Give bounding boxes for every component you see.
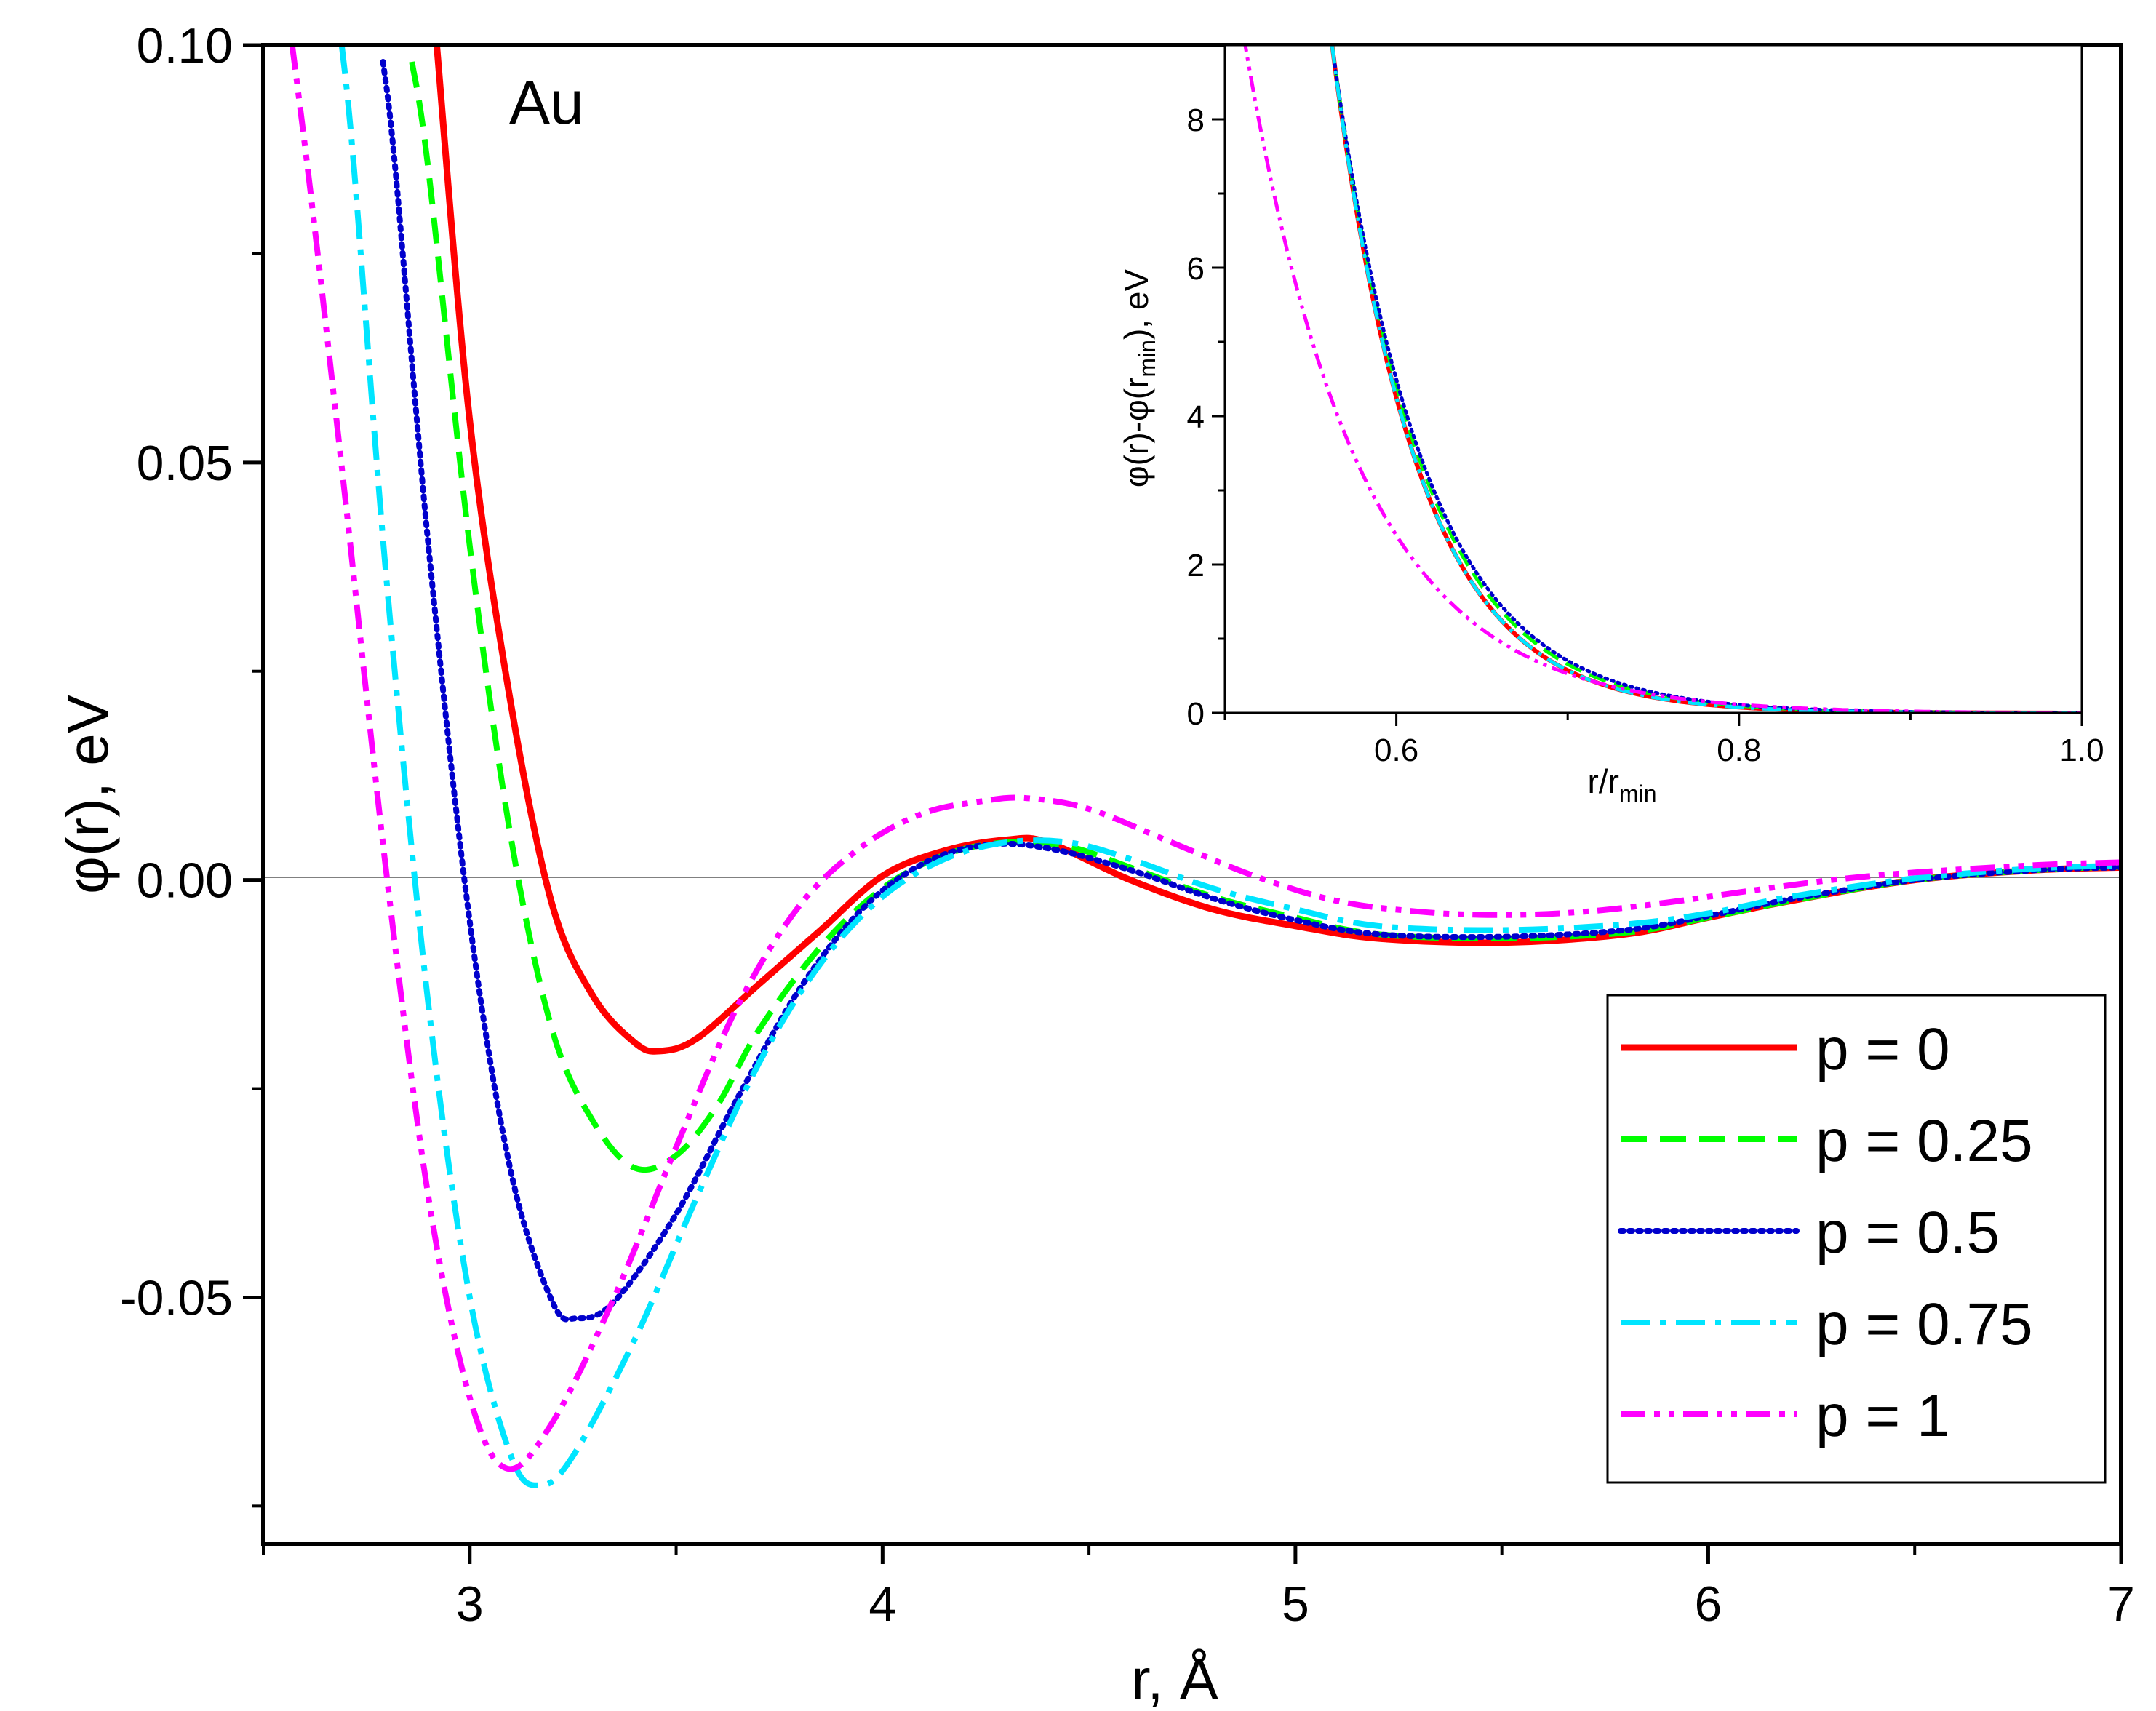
inset-x-axis-title: r/rmin <box>1588 762 1657 807</box>
y-tick-label: 0.05 <box>137 436 233 491</box>
main-curves <box>289 45 2121 1488</box>
series-line-3 <box>338 45 2121 1488</box>
inset-y-tick-label: 4 <box>1187 399 1205 435</box>
inset-background <box>1225 45 2082 713</box>
legend-box <box>1606 994 2107 1484</box>
legend-label: p = 1 <box>1816 1383 1950 1449</box>
inset-y-tick-label: 0 <box>1187 696 1205 732</box>
legend-label: p = 0.75 <box>1816 1291 2033 1357</box>
x-tick-label: 7 <box>2107 1576 2135 1632</box>
main-plot-frame <box>261 43 2123 1546</box>
x-tick-label: 3 <box>456 1576 484 1632</box>
inset-plot: 0.6 0.8 1.0 0 2 4 6 8 r/rmin φ(r)-φ(rmin), eV <box>1117 44 2104 807</box>
inset-y-axis: 0 2 4 6 8 <box>1187 44 1225 732</box>
x-tick-label: 4 <box>869 1576 896 1632</box>
inset-y-tick-label: 2 <box>1187 548 1205 583</box>
legend-label: p = 0.5 <box>1816 1200 2000 1266</box>
x-axis-title: r, Å <box>1131 1647 1219 1711</box>
inset-y-tick-label: 8 <box>1187 103 1205 138</box>
x-tick-label: 6 <box>1695 1576 1722 1632</box>
series-line-4 <box>289 45 2121 1472</box>
main-plot: 3 4 5 6 7 0.10 0.05 0.00 -0.05 Au r, Å φ(r), eV <box>55 18 2135 1711</box>
y-axis: 0.10 0.05 0.00 -0.05 <box>120 18 263 1508</box>
inset-y-axis-title: φ(r)-φ(rmin), eV <box>1117 269 1160 488</box>
series-line-2 <box>380 59 2121 1323</box>
inset-x-tick-label: 0.6 <box>1374 733 1418 768</box>
inset-y-tick-label: 6 <box>1187 251 1205 287</box>
inset-x-axis: 0.6 0.8 1.0 <box>1223 713 2104 768</box>
legend-label: p = 0 <box>1816 1016 1950 1082</box>
legend: p = 0 p = 0.25 p = 0.5 p = 0.75 p = 1 <box>1606 994 2107 1484</box>
y-tick-label: 0.10 <box>137 18 233 73</box>
element-annotation: Au <box>509 68 584 137</box>
x-axis: 3 4 5 6 7 <box>262 1544 2135 1632</box>
y-tick-label: -0.05 <box>120 1270 233 1325</box>
y-tick-label: 0.00 <box>137 853 233 909</box>
inset-x-tick-label: 0.8 <box>1717 733 1761 768</box>
x-tick-label: 5 <box>1282 1576 1309 1632</box>
legend-label: p = 0.25 <box>1816 1108 2033 1174</box>
y-axis-title: φ(r), eV <box>55 694 120 894</box>
inset-x-tick-label: 1.0 <box>2059 733 2104 768</box>
inset-frame <box>1223 44 2083 714</box>
